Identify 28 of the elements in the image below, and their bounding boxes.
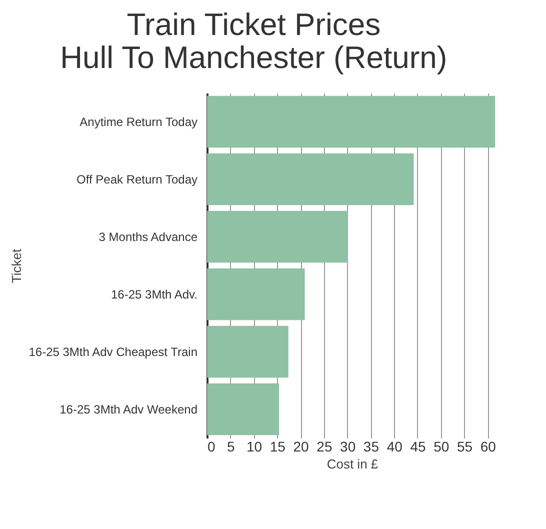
y-tick-label: 16-25 3Mth Adv Weekend (60, 402, 198, 416)
x-axis-title: Cost in £ (326, 456, 379, 472)
x-tick-label: 25 (316, 438, 332, 454)
y-tick-label: 3 Months Advance (98, 230, 198, 244)
x-tick-label: 35 (363, 438, 380, 454)
x-tick-label: 60 (480, 438, 496, 454)
x-tick-label: 30 (340, 438, 356, 454)
bar (207, 210, 348, 263)
x-tick-label: 20 (293, 438, 310, 454)
y-tick-label: 16-25 3Mth Adv. (111, 287, 198, 302)
y-tick-label: 16-25 3Mth Adv Cheapest Train (28, 344, 198, 359)
y-tick-label: Off Peak Return Today (76, 172, 198, 186)
x-tick-label: 45 (410, 438, 426, 454)
bar (207, 326, 288, 378)
chart-title: Train Ticket Prices Hull To Manchester (Return) (60, 7, 448, 75)
y-tick-label: Anytime Return Today (80, 114, 198, 129)
x-tick-label: 0 (208, 438, 216, 454)
x-tick-label: 50 (434, 438, 450, 454)
bar (207, 96, 496, 148)
x-tick-label: 10 (246, 438, 262, 454)
x-tick-label: 40 (386, 438, 403, 454)
x-tick-label: 15 (270, 438, 286, 454)
bar (207, 153, 414, 206)
x-tick-label: 55 (456, 438, 473, 454)
x-tick-label: 5 (226, 438, 235, 454)
bar (207, 383, 280, 436)
y-axis-title: Ticket (8, 248, 24, 284)
bar (207, 268, 305, 320)
